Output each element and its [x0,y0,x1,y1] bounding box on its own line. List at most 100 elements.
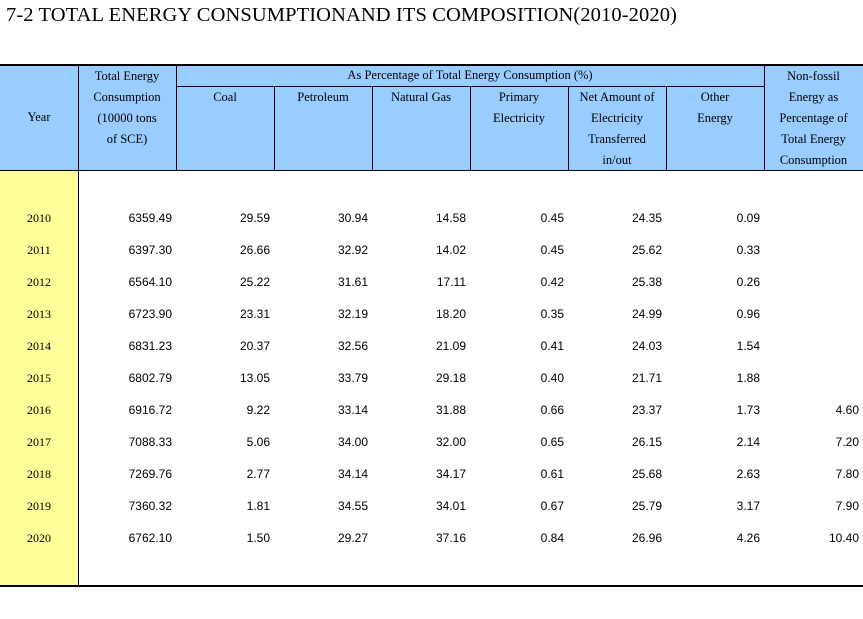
cell-other-energy: 1.88 [736,371,760,385]
year-cell: 2013 [27,307,51,321]
cell-primary-electricity: 0.45 [540,211,564,225]
cell-net-electricity: 25.68 [631,467,662,481]
cell-primary-electricity: 0.65 [540,435,564,449]
cell-other-energy: 3.17 [736,499,760,513]
cell-total: 6802.79 [128,371,172,385]
cell-net-electricity: 26.96 [631,531,662,545]
year-cell: 2016 [27,403,51,417]
header-divider [176,64,177,171]
cell-total: 6831.23 [128,339,172,353]
cell-net-electricity: 25.79 [631,499,662,513]
cell-coal: 23.31 [239,307,270,321]
year-cell: 2019 [27,499,51,513]
cell-natural-gas: 31.88 [435,403,466,417]
cell-net-electricity: 26.15 [631,435,662,449]
cell-petroleum: 32.19 [337,307,368,321]
cell-primary-electricity: 0.84 [540,531,564,545]
year-column-divider [78,64,79,586]
year-cell: 2020 [27,531,51,545]
year-cell: 2012 [27,275,51,289]
cell-net-electricity: 24.35 [631,211,662,225]
header-natural-gas: Natural Gas [390,90,452,104]
cell-coal: 1.50 [246,531,270,545]
cell-petroleum: 34.14 [337,467,368,481]
cell-petroleum: 30.94 [337,211,368,225]
cell-natural-gas: 14.02 [435,243,466,257]
page-title: 7-2 TOTAL ENERGY CONSUMPTIONAND ITS COMP… [6,4,677,26]
cell-petroleum: 32.92 [337,243,368,257]
cell-natural-gas: 18.20 [435,307,466,321]
cell-total: 6723.90 [128,307,172,321]
cell-primary-electricity: 0.35 [540,307,564,321]
cell-primary-electricity: 0.45 [540,243,564,257]
cell-primary-electricity: 0.41 [540,339,564,353]
table-header-background [0,64,863,171]
cell-coal: 13.05 [239,371,270,385]
cell-primary-electricity: 0.61 [540,467,564,481]
header-non-fossil: Non-fossil Energy as Percentage of Total… [779,69,848,167]
cell-natural-gas: 17.11 [436,275,466,289]
cell-total: 7088.33 [128,435,172,449]
year-cell: 2011 [27,243,51,257]
year-cell: 2015 [27,371,51,385]
year-column-background [0,171,78,586]
cell-primary-electricity: 0.66 [540,403,564,417]
cell-other-energy: 0.96 [736,307,760,321]
cell-non-fossil: 7.90 [835,499,859,513]
cell-petroleum: 34.55 [337,499,368,513]
cell-petroleum: 32.56 [337,339,368,353]
cell-other-energy: 1.54 [736,339,760,353]
cell-other-energy: 1.73 [736,403,760,417]
cell-net-electricity: 24.99 [631,307,662,321]
cell-coal: 9.22 [246,403,270,417]
cell-petroleum: 34.00 [337,435,368,449]
cell-non-fossil: 10.40 [828,531,859,545]
cell-natural-gas: 32.00 [435,435,466,449]
year-cell: 2018 [27,467,51,481]
year-cell: 2017 [27,435,51,449]
header-divider [372,86,373,171]
cell-primary-electricity: 0.67 [540,499,564,513]
cell-total: 6397.30 [128,243,172,257]
cell-coal: 5.06 [246,435,270,449]
header-divider [274,86,275,171]
cell-other-energy: 0.26 [736,275,760,289]
cell-net-electricity: 25.38 [631,275,662,289]
cell-other-energy: 0.09 [736,211,760,225]
header-bottom-border [0,170,863,171]
cell-total: 6564.10 [128,275,172,289]
cell-natural-gas: 37.16 [435,531,466,545]
cell-coal: 20.37 [239,339,270,353]
cell-net-electricity: 23.37 [631,403,662,417]
header-net-electricity: Net Amount of Electricity Transferred in… [579,90,655,167]
cell-net-electricity: 21.71 [631,371,662,385]
header-coal: Coal [213,90,237,104]
cell-total: 7269.76 [128,467,172,481]
cell-total: 6762.10 [128,531,172,545]
cell-total: 6359.49 [128,211,172,225]
cell-non-fossil: 7.80 [835,467,859,481]
cell-petroleum: 33.79 [337,371,368,385]
table-top-border [0,64,863,66]
cell-petroleum: 33.14 [337,403,368,417]
cell-natural-gas: 21.09 [435,339,466,353]
header-divider [568,86,569,171]
cell-primary-electricity: 0.40 [540,371,564,385]
year-cell: 2010 [27,211,51,225]
year-cell: 2014 [27,339,51,353]
header-other-energy: Other Energy [697,90,733,125]
cell-natural-gas: 14.58 [435,211,466,225]
cell-non-fossil: 7.20 [835,435,859,449]
cell-natural-gas: 34.01 [435,499,466,513]
header-divider [764,64,765,171]
header-primary-electricity: Primary Electricity [492,90,546,125]
cell-total: 6916.72 [128,403,172,417]
cell-net-electricity: 25.62 [631,243,662,257]
header-divider [666,86,667,171]
cell-natural-gas: 29.18 [435,371,466,385]
cell-net-electricity: 24.03 [631,339,662,353]
header-divider [470,86,471,171]
cell-other-energy: 2.14 [736,435,760,449]
cell-coal: 2.77 [246,467,270,481]
cell-other-energy: 4.26 [736,531,760,545]
